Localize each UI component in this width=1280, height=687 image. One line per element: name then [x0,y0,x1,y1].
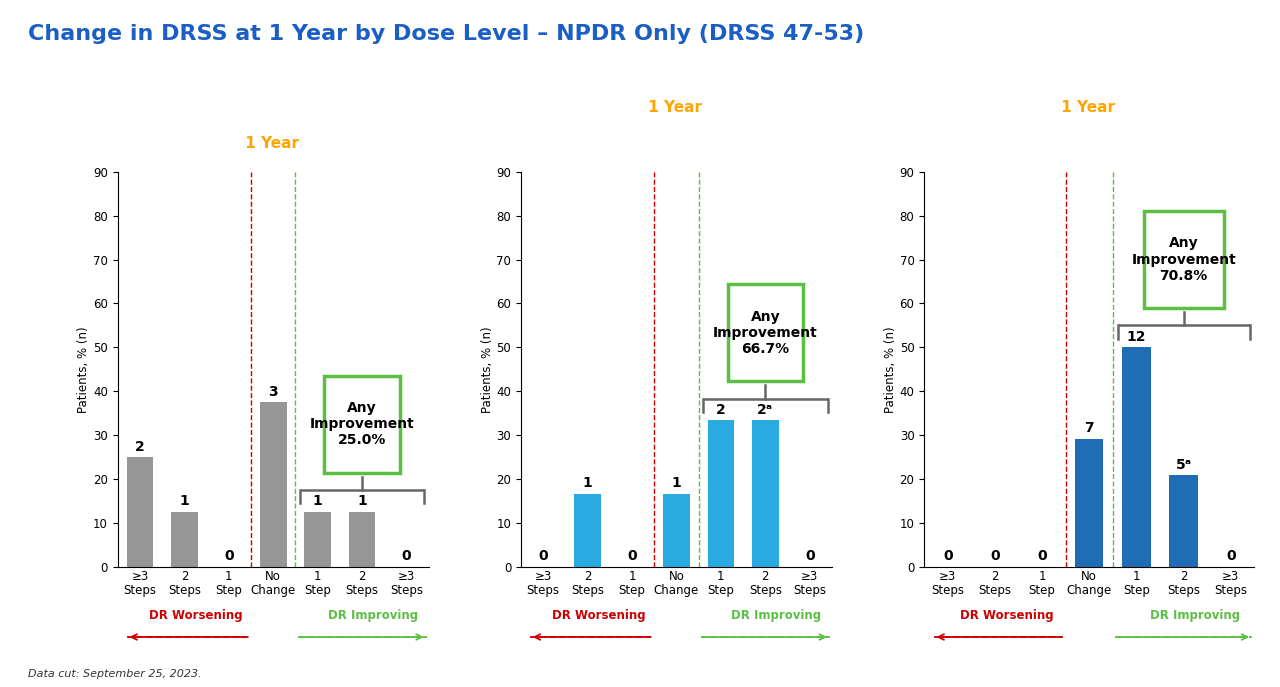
Text: DR Worsening: DR Worsening [148,609,242,622]
Bar [708,420,735,567]
Text: 1: 1 [179,495,189,508]
Text: 0: 0 [991,550,1000,563]
FancyBboxPatch shape [324,376,399,473]
FancyBboxPatch shape [1143,211,1224,308]
Text: 0: 0 [805,550,814,563]
Text: DR Worsening: DR Worsening [552,609,645,622]
Bar [349,512,375,567]
Bar [172,512,197,567]
Text: Any
Improvement
70.8%: Any Improvement 70.8% [1132,236,1236,283]
FancyBboxPatch shape [727,284,803,381]
Text: ABBV-RGX-314 (n=6):: ABBV-RGX-314 (n=6): [460,100,643,115]
Text: 2: 2 [136,440,145,453]
Text: 0: 0 [224,550,234,563]
Text: 2: 2 [716,403,726,417]
Text: DR Improving: DR Improving [328,609,419,622]
Text: 1: 1 [312,495,323,508]
Bar [663,493,690,567]
Text: 1: 1 [357,495,367,508]
Text: 1: 1 [582,476,593,490]
Text: Dose Level 2: Dose Level 2 [1001,146,1111,161]
Text: 5ᵃ: 5ᵃ [1175,458,1192,472]
Text: Change in DRSS at 1 Year by Dose Level – NPDR Only (DRSS 47-53): Change in DRSS at 1 Year by Dose Level –… [28,24,864,44]
Text: Control (n=8):: Control (n=8): [118,136,241,151]
Text: 2ᵃ: 2ᵃ [758,403,773,417]
Text: 7: 7 [1084,421,1094,436]
Text: DR Improving: DR Improving [1151,609,1240,622]
Text: 0: 0 [402,550,411,563]
Bar [1170,475,1198,567]
Bar [1123,348,1151,567]
Bar [1075,439,1103,567]
Bar [127,457,154,567]
Bar [305,512,332,567]
Y-axis label: Patients, % (n): Patients, % (n) [77,326,91,413]
Text: Any
Improvement
66.7%: Any Improvement 66.7% [713,310,818,356]
Text: Any
Improvement
25.0%: Any Improvement 25.0% [310,401,415,447]
Text: 0: 0 [1226,550,1235,563]
Text: DR Improving: DR Improving [731,609,822,622]
Bar [575,493,600,567]
Text: Dose Level 1: Dose Level 1 [589,146,698,161]
Text: Data cut: September 25, 2023.: Data cut: September 25, 2023. [28,668,202,679]
Text: 12: 12 [1126,330,1146,344]
Text: 0: 0 [1037,550,1047,563]
Y-axis label: Patients, % (n): Patients, % (n) [480,326,494,413]
Text: 1 Year: 1 Year [1056,100,1115,115]
Text: 0: 0 [539,550,548,563]
Text: 1 Year: 1 Year [643,100,703,115]
Text: 3: 3 [269,385,278,398]
Text: 1 Year: 1 Year [241,136,300,151]
Text: ABBV-RGX-314 (n=24):: ABBV-RGX-314 (n=24): [861,100,1056,115]
Text: 1: 1 [672,476,681,490]
Bar [753,420,778,567]
Text: 0: 0 [943,550,952,563]
Text: 0: 0 [627,550,637,563]
Text: DR Worsening: DR Worsening [960,609,1053,622]
Bar [260,402,287,567]
Y-axis label: Patients, % (n): Patients, % (n) [883,326,897,413]
